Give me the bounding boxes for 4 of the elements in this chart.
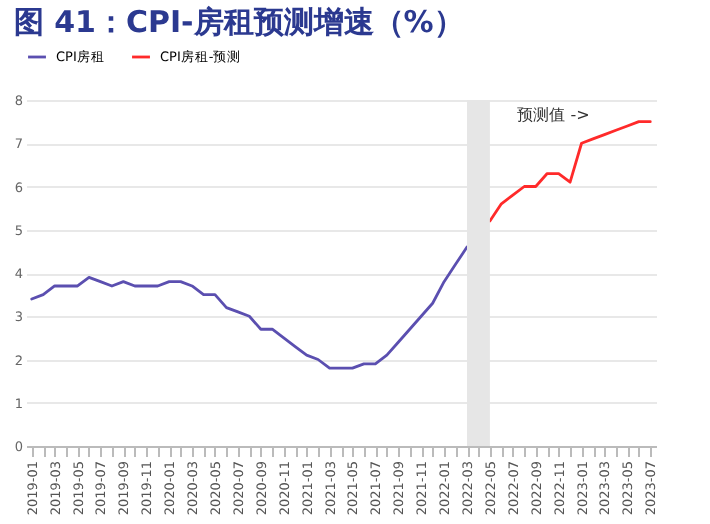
line-series [30,245,469,370]
chart-title: 图 41：CPI-房租预测增速（%） [13,4,464,40]
line-series [488,120,652,223]
annotation: 预测值 -> [517,105,590,124]
